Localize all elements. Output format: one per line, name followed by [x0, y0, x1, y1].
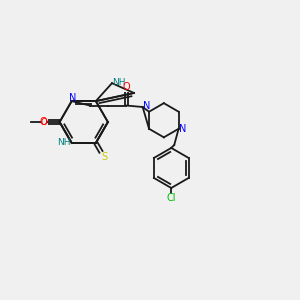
Text: S: S [101, 152, 107, 162]
Text: NH: NH [112, 78, 126, 87]
Text: N: N [143, 101, 150, 111]
Text: Cl: Cl [167, 193, 176, 203]
Text: N: N [70, 93, 77, 103]
Text: NH: NH [57, 138, 70, 147]
Text: O: O [39, 117, 47, 127]
Text: O: O [40, 118, 47, 127]
Text: O: O [123, 82, 130, 92]
Text: N: N [179, 124, 186, 134]
